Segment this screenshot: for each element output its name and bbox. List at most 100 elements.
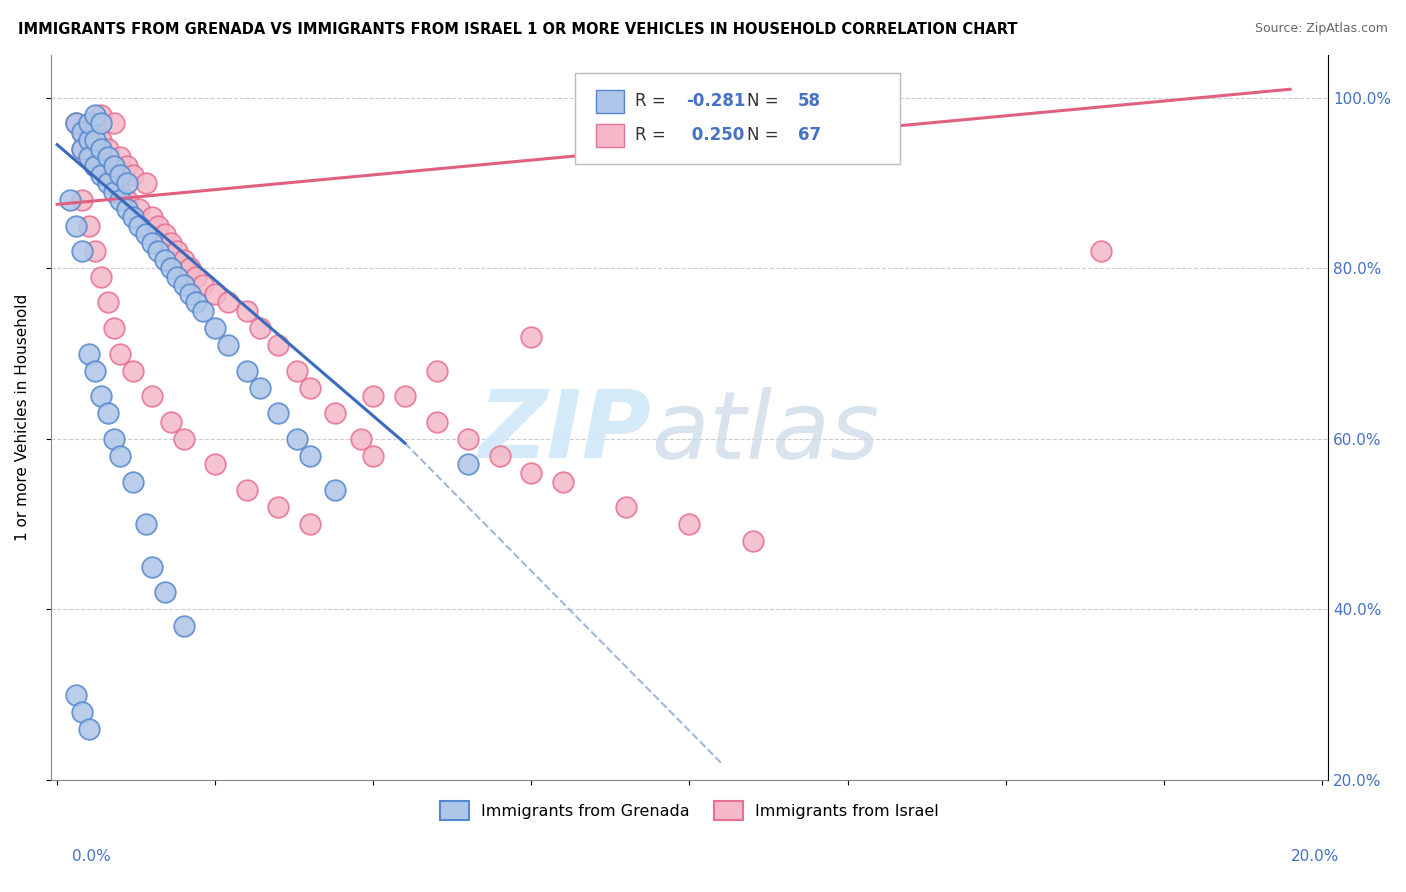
Point <box>614 500 637 514</box>
Point <box>59 193 82 207</box>
Point <box>191 304 214 318</box>
Text: ZIP: ZIP <box>478 386 651 478</box>
Point <box>204 458 226 472</box>
Point <box>77 116 100 130</box>
FancyBboxPatch shape <box>596 124 624 147</box>
Point <box>90 133 112 147</box>
Point <box>299 517 322 532</box>
Point <box>267 500 290 514</box>
Text: atlas: atlas <box>651 386 879 477</box>
Point <box>287 364 309 378</box>
Point <box>72 125 94 139</box>
Point <box>135 517 157 532</box>
Point <box>72 142 94 156</box>
Point <box>110 346 132 360</box>
Point <box>166 269 188 284</box>
Point <box>457 458 479 472</box>
Point <box>191 278 214 293</box>
Text: N =: N = <box>747 92 783 110</box>
Point <box>84 116 107 130</box>
Point <box>325 406 347 420</box>
Point <box>287 432 309 446</box>
Point <box>741 534 763 549</box>
Point <box>425 364 447 378</box>
Point <box>103 159 125 173</box>
Text: 0.250: 0.250 <box>686 126 744 144</box>
Point <box>97 168 120 182</box>
Point <box>678 517 700 532</box>
Point <box>90 269 112 284</box>
Point <box>394 389 416 403</box>
Point <box>153 252 176 267</box>
Point <box>236 364 259 378</box>
Point <box>103 432 125 446</box>
Point <box>77 133 100 147</box>
Point <box>299 381 322 395</box>
FancyBboxPatch shape <box>596 90 624 113</box>
Point <box>204 286 226 301</box>
Point <box>425 415 447 429</box>
Point <box>141 389 163 403</box>
Point <box>65 116 87 130</box>
Text: R =: R = <box>634 92 671 110</box>
Point <box>267 406 290 420</box>
Point <box>65 688 87 702</box>
Point <box>72 244 94 259</box>
Point <box>173 619 195 633</box>
Point <box>72 193 94 207</box>
Point <box>249 381 271 395</box>
Point <box>179 261 201 276</box>
Point <box>65 219 87 233</box>
Point <box>97 295 120 310</box>
Point <box>173 252 195 267</box>
Point <box>115 193 138 207</box>
Text: 20.0%: 20.0% <box>1291 849 1339 864</box>
Point <box>299 449 322 463</box>
Point <box>84 244 107 259</box>
Point <box>77 151 100 165</box>
Text: 67: 67 <box>799 126 821 144</box>
Point <box>217 295 239 310</box>
Point <box>65 116 87 130</box>
Point <box>72 142 94 156</box>
Point <box>173 432 195 446</box>
Point <box>84 133 107 147</box>
Text: 58: 58 <box>799 92 821 110</box>
Point <box>84 159 107 173</box>
Point <box>488 449 510 463</box>
Point <box>122 210 145 224</box>
Point <box>249 321 271 335</box>
Point <box>153 227 176 242</box>
Point <box>148 219 170 233</box>
Point <box>90 168 112 182</box>
Point <box>115 202 138 216</box>
Legend: Immigrants from Grenada, Immigrants from Israel: Immigrants from Grenada, Immigrants from… <box>433 795 946 826</box>
Text: -0.281: -0.281 <box>686 92 745 110</box>
Point <box>84 364 107 378</box>
Point <box>77 133 100 147</box>
Point <box>97 406 120 420</box>
Point <box>90 108 112 122</box>
Point <box>97 176 120 190</box>
Point <box>103 116 125 130</box>
Point <box>77 346 100 360</box>
Point <box>128 202 150 216</box>
Point <box>520 466 543 480</box>
Point <box>72 125 94 139</box>
Point <box>236 483 259 497</box>
Point <box>97 142 120 156</box>
Point <box>77 219 100 233</box>
Point <box>166 244 188 259</box>
FancyBboxPatch shape <box>575 73 900 164</box>
Text: R =: R = <box>634 126 671 144</box>
Point <box>77 151 100 165</box>
Point <box>141 235 163 250</box>
Point <box>350 432 373 446</box>
Point <box>457 432 479 446</box>
Y-axis label: 1 or more Vehicles in Household: 1 or more Vehicles in Household <box>15 294 30 541</box>
Point <box>90 142 112 156</box>
Point <box>110 151 132 165</box>
Point <box>160 235 183 250</box>
Text: Source: ZipAtlas.com: Source: ZipAtlas.com <box>1254 22 1388 36</box>
Point <box>90 389 112 403</box>
